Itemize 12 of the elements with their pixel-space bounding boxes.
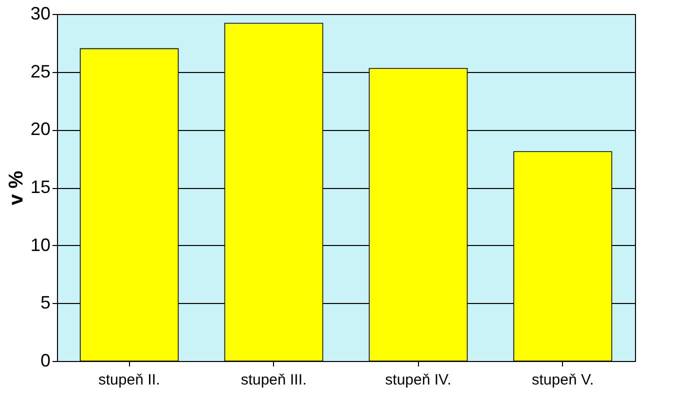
y-tick-label: 5 (40, 292, 50, 313)
y-tick-label: 15 (30, 177, 50, 197)
y-tick-label: 20 (30, 119, 50, 140)
y-tick-label: 0 (40, 350, 50, 370)
x-tick-label: stupeň IV. (385, 372, 452, 388)
y-axis-title: v % (5, 170, 28, 206)
y-tick-label: 25 (30, 61, 50, 82)
x-tick-label: stupeň V. (532, 372, 594, 388)
x-tick-label: stupeň II. (98, 372, 160, 388)
x-tick-label: stupeň III. (240, 372, 307, 388)
y-tick-label: 30 (30, 4, 50, 24)
y-tick-label: 10 (30, 234, 50, 255)
